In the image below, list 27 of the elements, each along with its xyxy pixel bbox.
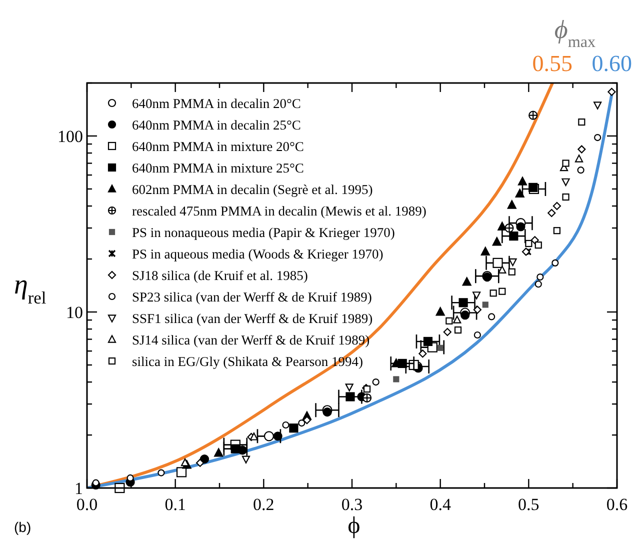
x-axis-title: ϕ	[348, 513, 360, 539]
legend-title: ϕ$_{max}$	[554, 15, 596, 50]
y-tick-label: 1	[74, 479, 83, 498]
x-tick-label: 0.5	[518, 495, 540, 514]
x-tick-label: 0.1	[164, 495, 186, 514]
legend-label: 640nm PMMA in decalin 20°C	[132, 96, 301, 111]
y-tick-label: 10	[66, 302, 83, 322]
series-label: 0.60	[592, 51, 632, 76]
legend-label: PS in nonaqueous media (Papir & Krieger 1970)	[132, 225, 395, 240]
legend-label: SSF1 silica (van der Werff & de Kruif 1989)	[132, 311, 373, 326]
legend-label: 640nm PMMA in decalin 25°C	[132, 118, 301, 132]
legend-label: 640nm PMMA in mixture 25°C	[132, 160, 304, 176]
series-label: 0.55	[532, 51, 573, 76]
x-tick-label: 0.6	[606, 495, 628, 514]
x-tick-label: 0.4	[430, 495, 452, 514]
text: (b)	[14, 519, 32, 535]
legend-label: SP23 silica (van der Werff & de Kruif 1989)	[132, 290, 372, 304]
legend-label: PS in aqueous media (Woods & Krieger 1970)	[132, 246, 384, 262]
x-tick-label: 0.2	[253, 495, 274, 514]
legend-label: 602nm PMMA in decalin (Segrè et al. 1995)	[132, 182, 373, 197]
legend-label: 640nm PMMA in mixture 20°C	[132, 139, 304, 154]
legend-label: SJ18 silica (de Kruif et al. 1985)	[132, 268, 308, 283]
legend-label: rescaled 475nm PMMA in decalin (Mewis et al. 1989)	[132, 204, 426, 218]
y-tick-label: 100	[58, 126, 83, 146]
x-tick-label: 0.0	[76, 495, 98, 514]
x-tick-label: 0.3	[341, 495, 363, 514]
y-axis-title: η$_{rel}$	[14, 270, 46, 307]
